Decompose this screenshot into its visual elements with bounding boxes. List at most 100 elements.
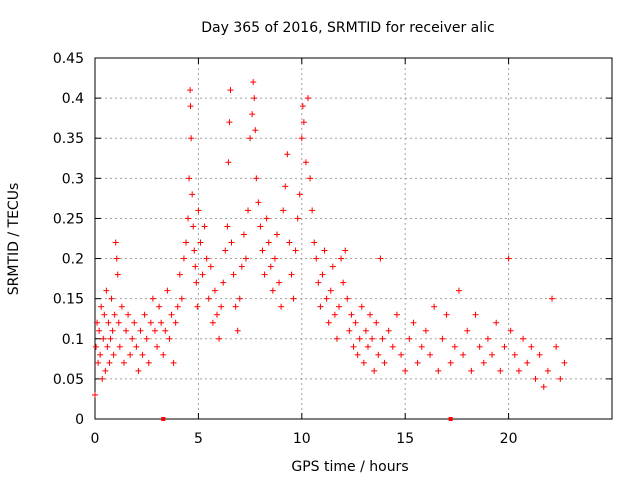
data-point — [296, 191, 303, 198]
data-point — [336, 303, 343, 310]
data-point — [112, 239, 119, 246]
data-point — [94, 319, 101, 326]
data-point — [188, 135, 195, 142]
data-point — [137, 327, 144, 334]
data-point — [464, 327, 471, 334]
data-point — [92, 391, 98, 398]
x-tick-label: 5 — [194, 431, 203, 447]
data-point — [227, 87, 234, 94]
data-point — [261, 271, 268, 278]
chart-title: Day 365 of 2016, SRMTID for receiver ali… — [201, 20, 494, 36]
data-point — [443, 311, 450, 318]
data-point — [180, 255, 187, 262]
data-point — [93, 343, 100, 350]
data-point — [247, 135, 254, 142]
data-point — [280, 207, 287, 214]
data-point — [325, 319, 332, 326]
data-point — [187, 87, 194, 94]
y-tick-label: 0.45 — [53, 51, 84, 67]
data-point — [346, 327, 353, 334]
data-point — [532, 375, 539, 382]
data-point — [98, 303, 105, 310]
data-point — [162, 327, 169, 334]
data-point — [151, 327, 158, 334]
data-point — [476, 343, 483, 350]
data-point — [468, 367, 475, 374]
y-tick-label: 0.4 — [62, 91, 84, 107]
data-point — [352, 319, 359, 326]
data-point — [507, 327, 514, 334]
data-points — [92, 79, 568, 398]
data-point — [505, 255, 512, 262]
data-point — [271, 255, 278, 262]
data-point — [251, 95, 258, 102]
data-point — [145, 359, 152, 366]
data-point — [294, 215, 301, 222]
y-tick-label: 0.1 — [62, 332, 84, 348]
data-point — [307, 175, 314, 182]
data-point — [340, 279, 347, 286]
plot-frame — [94, 57, 613, 420]
data-point — [222, 247, 229, 254]
data-point — [402, 367, 409, 374]
data-point — [544, 367, 551, 374]
data-point — [218, 303, 225, 310]
data-point — [230, 271, 237, 278]
data-point — [249, 111, 256, 118]
data-point — [267, 263, 274, 270]
x-tick-label: 0 — [91, 431, 100, 447]
data-point — [524, 359, 531, 366]
data-point — [451, 343, 458, 350]
data-point — [299, 103, 306, 110]
data-point — [360, 359, 367, 366]
data-point — [195, 207, 202, 214]
data-point — [108, 295, 115, 302]
data-point — [278, 303, 285, 310]
data-point — [197, 239, 204, 246]
data-point — [447, 359, 454, 366]
data-point — [427, 351, 434, 358]
data-point — [311, 239, 318, 246]
data-point — [186, 175, 193, 182]
data-point — [338, 255, 345, 262]
data-point — [321, 247, 328, 254]
data-point — [104, 343, 111, 350]
data-point — [348, 311, 355, 318]
data-point — [302, 159, 309, 166]
data-point — [228, 239, 235, 246]
data-point — [317, 303, 324, 310]
data-point — [414, 359, 421, 366]
data-point — [203, 255, 210, 262]
data-point — [214, 311, 221, 318]
data-point — [185, 215, 192, 222]
data-point — [410, 319, 417, 326]
data-point — [96, 327, 103, 334]
y-tick-label: 0.35 — [53, 131, 84, 147]
data-point — [109, 327, 116, 334]
data-point — [536, 351, 543, 358]
data-point — [371, 367, 378, 374]
data-point — [557, 375, 564, 382]
data-point — [189, 191, 196, 198]
data-point — [225, 159, 232, 166]
x-tick-label: 20 — [500, 431, 518, 447]
data-point — [269, 287, 276, 294]
y-tick-label: 0.15 — [53, 292, 84, 308]
data-point — [342, 247, 349, 254]
data-point — [561, 359, 568, 366]
data-point — [367, 311, 374, 318]
data-point — [238, 263, 245, 270]
data-point — [406, 335, 413, 342]
data-point — [240, 231, 247, 238]
data-point — [528, 343, 535, 350]
data-point — [439, 335, 446, 342]
data-point — [540, 383, 547, 390]
x-tick-label: 15 — [396, 431, 414, 447]
data-point — [154, 343, 161, 350]
data-point — [207, 263, 214, 270]
data-point — [431, 303, 438, 310]
data-point — [190, 223, 197, 230]
data-point — [166, 335, 173, 342]
data-point — [300, 119, 307, 126]
